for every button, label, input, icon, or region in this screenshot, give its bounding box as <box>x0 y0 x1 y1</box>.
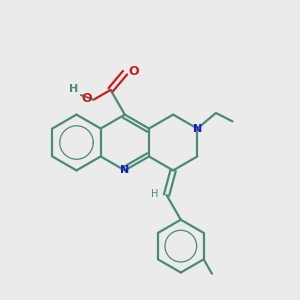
Text: N: N <box>193 124 202 134</box>
Text: N: N <box>120 165 129 176</box>
Text: O: O <box>82 92 92 105</box>
Text: H: H <box>69 85 79 94</box>
Text: O: O <box>129 65 139 78</box>
Text: H: H <box>152 189 159 200</box>
